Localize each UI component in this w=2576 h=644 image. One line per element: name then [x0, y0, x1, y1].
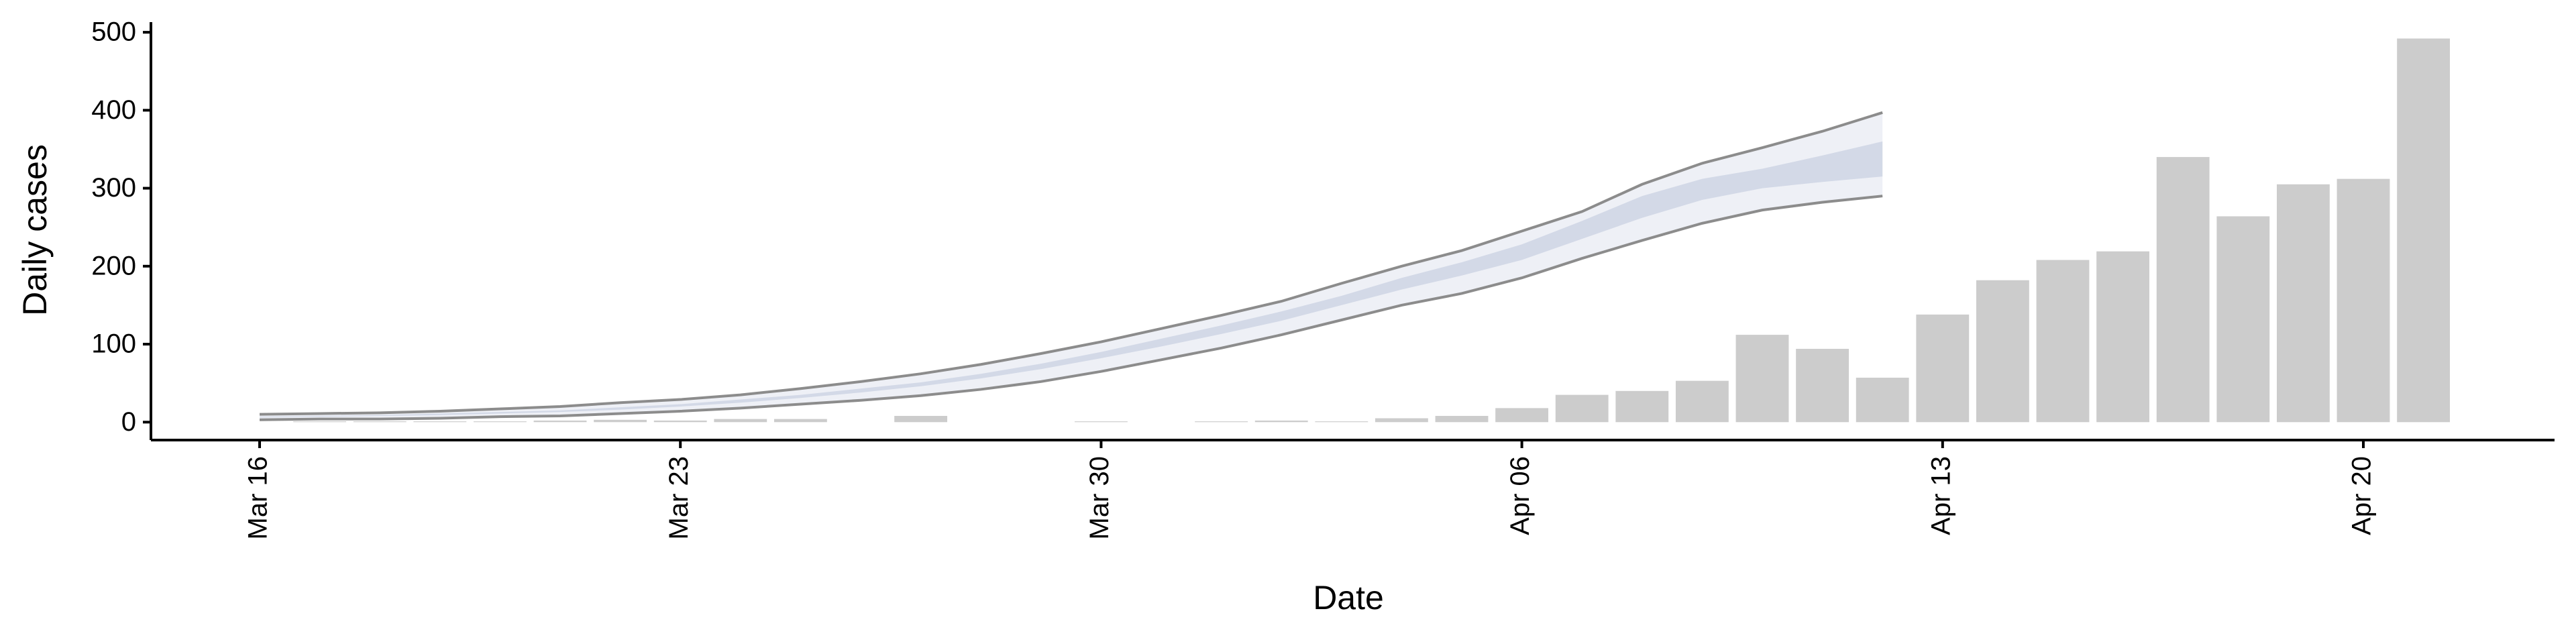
y-tick-label: 100 — [91, 329, 136, 359]
bar — [1375, 418, 1428, 423]
bar — [773, 419, 827, 423]
bar — [2337, 178, 2390, 423]
forecast-band — [260, 141, 1883, 418]
bar — [353, 421, 407, 423]
forecast-bound-line — [259, 195, 1883, 421]
bar — [473, 421, 527, 423]
bar — [2096, 251, 2150, 423]
bar — [1074, 421, 1128, 423]
bar — [1675, 380, 1729, 423]
y-tick-label: 0 — [121, 407, 136, 437]
bar — [1615, 390, 1669, 423]
x-tick-label: Apr 06 — [1505, 456, 1535, 535]
y-tick-label: 500 — [91, 17, 136, 47]
bar — [413, 421, 467, 423]
x-tick-label: Apr 20 — [2347, 456, 2377, 535]
bar — [2036, 260, 2090, 423]
y-tick-label: 400 — [91, 95, 136, 125]
bar — [2216, 216, 2270, 423]
bar — [1555, 394, 1609, 423]
x-tick-label: Mar 23 — [664, 456, 694, 540]
bar — [1315, 421, 1368, 423]
bar — [1435, 415, 1489, 423]
bar — [653, 420, 707, 423]
bar — [714, 419, 767, 423]
x-tick-label: Apr 13 — [1926, 456, 1955, 535]
bar — [2397, 38, 2451, 423]
bar — [1495, 408, 1549, 423]
bar — [1195, 421, 1248, 423]
bar — [1856, 378, 1909, 423]
bar — [1796, 349, 1849, 423]
bar — [2156, 157, 2210, 423]
forecast-bound-line — [259, 111, 1883, 416]
bar — [1254, 420, 1308, 423]
bar — [533, 420, 587, 423]
forecast-band — [260, 112, 1883, 420]
y-tick-label: 200 — [91, 251, 136, 280]
bar — [1916, 314, 1970, 423]
x-tick-label: Mar 30 — [1085, 456, 1114, 540]
bar — [594, 419, 647, 423]
y-axis-title: Daily cases — [16, 144, 54, 316]
bar — [2276, 184, 2330, 423]
y-tick-label: 300 — [91, 173, 136, 203]
bar — [293, 421, 347, 423]
bar — [894, 415, 948, 423]
x-tick-label: Mar 16 — [244, 456, 273, 540]
bar — [1976, 280, 2029, 423]
bar — [1735, 335, 1789, 423]
x-axis-title: Date — [1313, 579, 1384, 616]
